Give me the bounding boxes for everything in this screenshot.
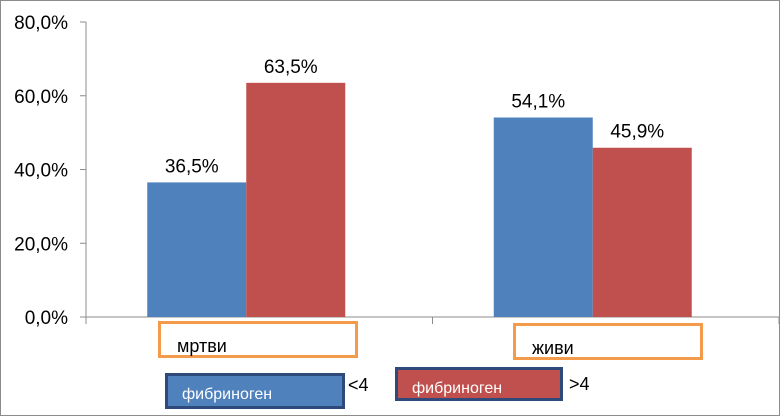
category-label-1-text: живи	[532, 338, 574, 358]
legend-swatch-0: фибриноген	[165, 373, 345, 409]
bar-0-1	[493, 117, 593, 317]
legend-suffix-1: >4	[569, 374, 590, 394]
y-tick-label-1: 20,0%	[14, 234, 68, 255]
category-label-0-text: мртви	[177, 336, 227, 356]
category-label-1: живи	[513, 323, 703, 360]
bar-1-0	[246, 82, 346, 317]
y-tick-label-0: 0,0%	[25, 308, 68, 329]
bar-1-1	[592, 147, 692, 317]
data-label-0-0: 36,5%	[165, 156, 219, 177]
data-label-1-1: 45,9%	[610, 122, 664, 143]
legend-suffix-0: <4	[348, 375, 369, 395]
y-tick-label-3: 60,0%	[14, 87, 68, 108]
data-label-0-1: 54,1%	[511, 92, 565, 113]
legend-label-1: фибриноген	[412, 380, 503, 397]
bar-0-0	[147, 182, 247, 317]
y-tick-label-4: 80,0%	[14, 13, 68, 34]
legend-swatch-1: фибриноген	[395, 367, 563, 401]
y-tick-label-2: 40,0%	[14, 161, 68, 182]
legend-label-0: фибриноген	[182, 386, 273, 403]
category-label-0: мртви	[158, 321, 358, 358]
data-label-1-0: 63,5%	[264, 57, 318, 78]
